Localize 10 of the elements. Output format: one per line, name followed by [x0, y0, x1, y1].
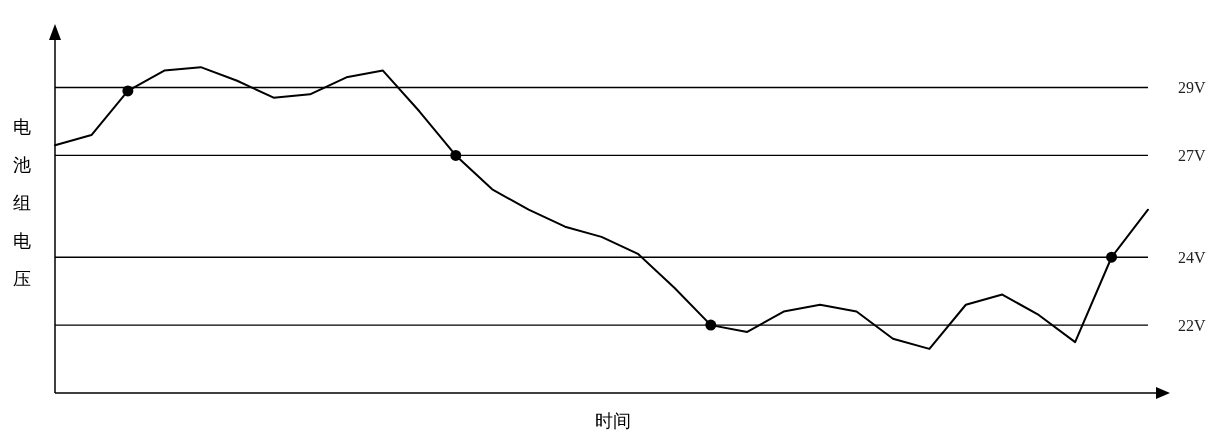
point: [122, 85, 134, 97]
point: [450, 149, 462, 161]
point: [1106, 251, 1118, 263]
y-tick-label: 22V: [1178, 316, 1206, 334]
y-tick-label: 29V: [1178, 79, 1206, 97]
x-axis-title: 时间: [595, 411, 631, 431]
y-tick-label: 24V: [1178, 248, 1206, 266]
y-tick-label: 27V: [1178, 147, 1206, 164]
y-axis-title: 电池组电压: [13, 117, 31, 289]
point: [705, 319, 717, 331]
